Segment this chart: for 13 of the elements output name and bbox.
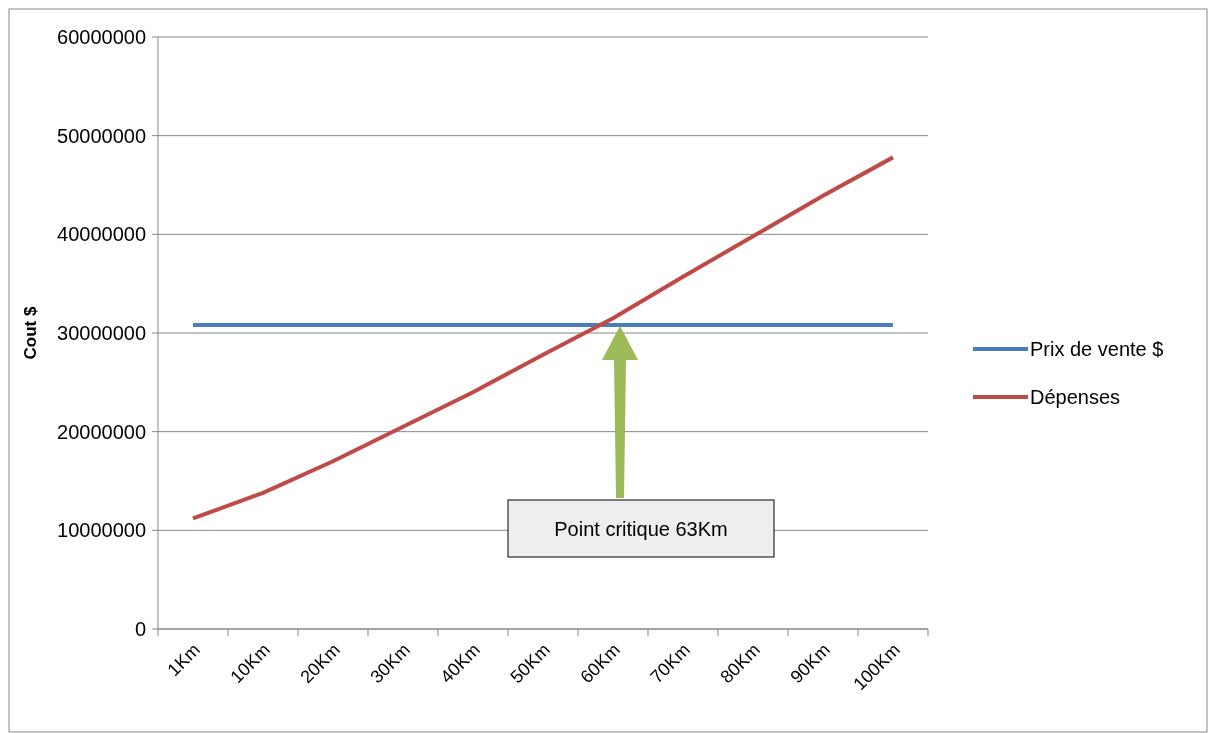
y-tick-label: 0	[134, 618, 146, 640]
legend-label: Prix de vente $	[1030, 338, 1164, 360]
line-series	[191, 155, 895, 521]
y-tick-label: 10000000	[57, 519, 146, 542]
y-tick-label: 20000000	[57, 420, 146, 443]
legend-label: Dépenses	[1030, 386, 1121, 408]
y-tick-label: 30000000	[57, 322, 146, 344]
y-tick-label: 40000000	[57, 223, 146, 246]
y-tick-label: 60000000	[57, 26, 146, 48]
y-tick-label: 50000000	[57, 124, 146, 147]
y-axis-title: Cout $	[21, 306, 40, 360]
x-tick-label: 1Km	[163, 639, 204, 680]
annotation: Point critique 63Km	[554, 518, 728, 540]
